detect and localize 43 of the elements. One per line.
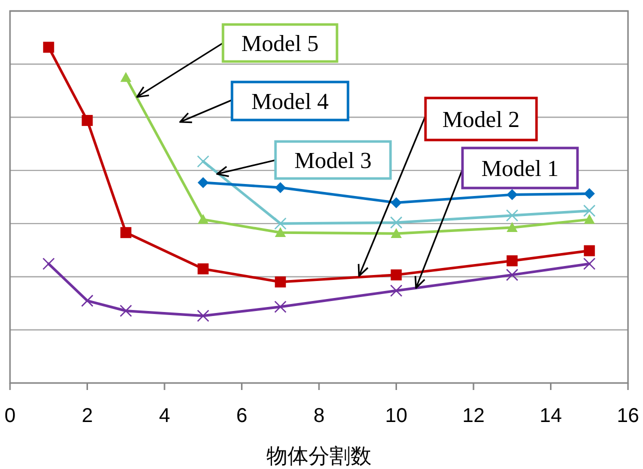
point: [81, 294, 94, 307]
series-label: Model 3: [294, 148, 372, 173]
point: [274, 300, 287, 313]
point: [198, 177, 209, 188]
xtick-label: 8: [313, 405, 325, 427]
point: [82, 114, 93, 126]
point: [198, 214, 209, 224]
point: [120, 304, 132, 317]
xtick-label: 16: [616, 405, 640, 427]
point: [198, 263, 209, 274]
point: [274, 276, 286, 288]
point: [506, 222, 518, 232]
xtick-label: 14: [540, 405, 562, 427]
xlabel: 物体分割数: [266, 445, 372, 468]
point: [583, 204, 596, 217]
point: [506, 189, 518, 200]
point: [390, 228, 402, 238]
point: [584, 214, 595, 224]
point: [584, 245, 595, 256]
point: [43, 42, 54, 53]
point: [390, 284, 402, 297]
point: [583, 258, 596, 270]
point: [274, 217, 287, 230]
point: [42, 258, 55, 270]
point: [390, 197, 402, 208]
xtick-label: 10: [385, 405, 408, 427]
point: [274, 227, 286, 237]
point: [274, 182, 286, 194]
point: [506, 209, 518, 222]
point: [390, 216, 402, 229]
point: [196, 310, 210, 322]
xtick-label: 6: [236, 405, 248, 427]
point: [120, 72, 132, 82]
xtick-label: 12: [462, 405, 485, 427]
point: [390, 269, 402, 280]
point: [506, 268, 518, 282]
point: [120, 227, 132, 238]
point: [584, 188, 595, 200]
xtick-label: 2: [82, 405, 93, 427]
point: [196, 155, 210, 168]
xtick-label: 4: [158, 405, 170, 427]
point: [506, 255, 518, 266]
xtick-label: 0: [4, 405, 16, 427]
